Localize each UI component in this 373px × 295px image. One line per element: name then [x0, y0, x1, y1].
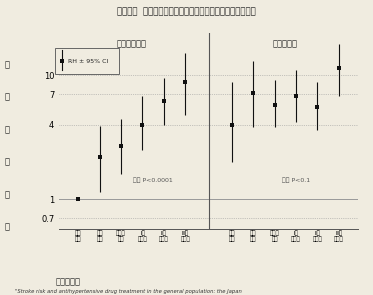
Text: 図１－６  降圧薬の使用と血圧レベルと脳卒中リスクの関係: 図１－６ 降圧薬の使用と血圧レベルと脳卒中リスクの関係	[117, 7, 256, 17]
FancyBboxPatch shape	[55, 47, 119, 74]
Text: 中: 中	[5, 125, 10, 134]
Text: 傾向 P<0.1: 傾向 P<0.1	[282, 178, 310, 183]
Text: 脳: 脳	[5, 60, 10, 69]
Text: ス: ス	[5, 190, 10, 199]
Text: ク: ク	[5, 223, 10, 232]
Text: 血圧レベル: 血圧レベル	[56, 277, 81, 286]
Text: "Stroke risk and antihypertensive drug treatment in the general population: the : "Stroke risk and antihypertensive drug t…	[15, 289, 242, 294]
Text: RH ± 95% CI: RH ± 95% CI	[68, 58, 108, 63]
Text: リ: リ	[5, 158, 10, 167]
Text: 降圧薬使用: 降圧薬使用	[273, 39, 298, 48]
Text: 卒: 卒	[5, 93, 10, 102]
Text: 傾向 P<0.0001: 傾向 P<0.0001	[133, 178, 173, 183]
Text: 降圧薬不使用: 降圧薬不使用	[117, 39, 147, 48]
